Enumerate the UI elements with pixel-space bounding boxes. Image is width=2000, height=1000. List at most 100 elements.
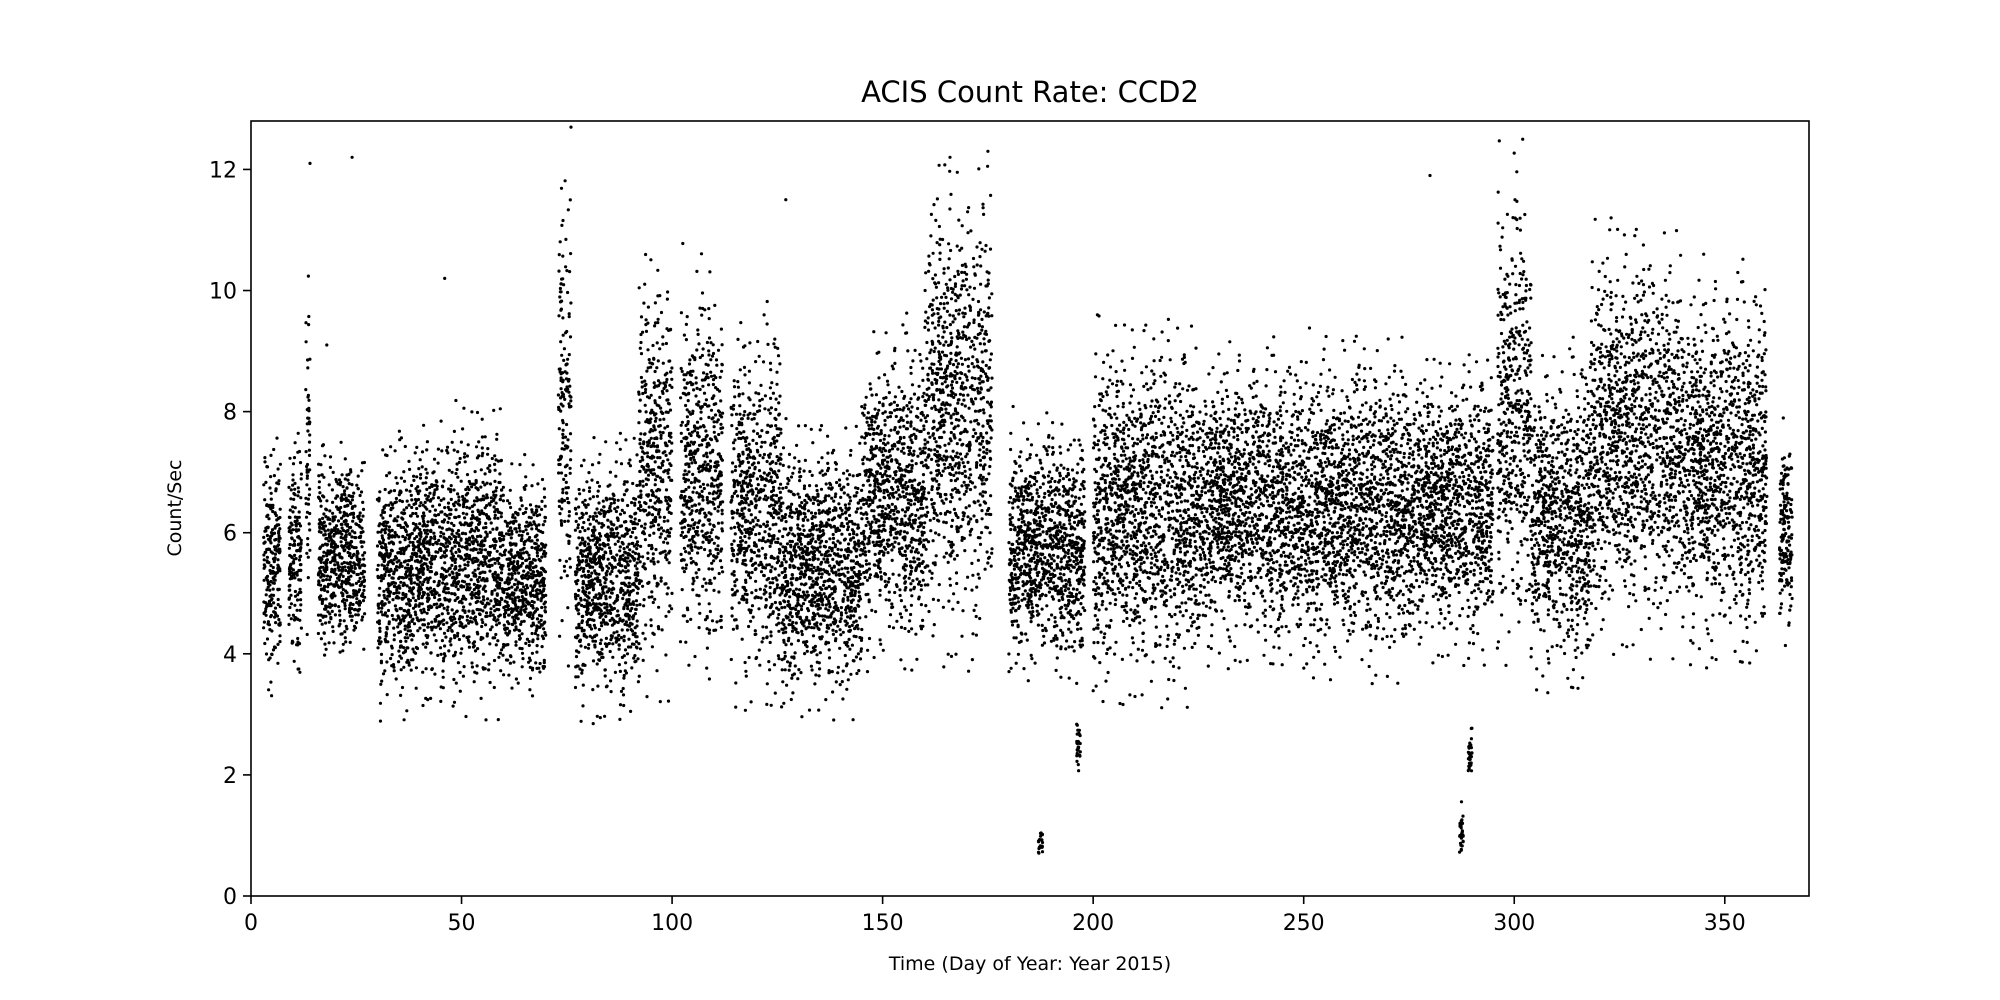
data-point: [336, 561, 340, 565]
data-point: [435, 480, 439, 484]
data-point: [692, 388, 696, 392]
data-point: [404, 639, 408, 643]
data-point: [581, 683, 585, 687]
data-point: [263, 529, 267, 533]
data-point: [622, 703, 626, 708]
data-point: [496, 573, 500, 577]
data-point: [642, 562, 646, 566]
data-point: [478, 520, 482, 525]
data-point: [330, 609, 334, 614]
data-point: [434, 639, 438, 643]
data-point: [664, 498, 668, 503]
data-point: [496, 516, 500, 520]
data-point: [603, 606, 607, 610]
data-point: [535, 569, 540, 573]
data-point: [559, 519, 563, 523]
data-point: [266, 513, 270, 517]
data-point: [701, 463, 706, 467]
data-point: [431, 504, 435, 508]
data-point: [644, 482, 649, 487]
data-point: [590, 571, 594, 575]
data-point: [345, 598, 349, 602]
data-point: [507, 567, 511, 572]
data-point: [394, 476, 398, 480]
data-point: [565, 491, 569, 495]
data-point: [397, 493, 401, 497]
data-point: [582, 488, 586, 492]
data-point: [707, 383, 711, 387]
data-point: [337, 508, 341, 512]
data-point: [630, 501, 634, 505]
data-point: [435, 521, 439, 525]
data-point: [504, 658, 509, 662]
data-point: [495, 623, 499, 627]
data-point: [609, 638, 613, 642]
data-point: [536, 482, 540, 486]
data-point: [461, 427, 465, 431]
data-point: [471, 645, 475, 649]
data-point: [430, 620, 434, 624]
data-point: [323, 524, 328, 528]
data-point: [376, 604, 380, 608]
data-point: [387, 594, 391, 598]
data-point: [706, 483, 710, 487]
data-point: [327, 539, 331, 543]
data-point: [542, 487, 547, 491]
data-point: [614, 509, 619, 514]
data-point: [381, 516, 385, 520]
data-point: [399, 580, 403, 584]
data-point: [432, 470, 436, 474]
data-point: [318, 526, 322, 530]
data-point: [415, 582, 419, 586]
data-point: [345, 522, 350, 527]
data-point: [297, 522, 301, 526]
data-point: [656, 487, 660, 492]
data-point: [493, 479, 497, 483]
data-point: [508, 488, 512, 492]
data-point: [695, 386, 699, 390]
data-point: [634, 585, 638, 589]
data-point: [272, 558, 276, 562]
data-point: [480, 417, 484, 421]
data-point: [417, 596, 421, 601]
data-point: [684, 454, 688, 458]
data-point: [696, 403, 700, 407]
data-point: [412, 502, 416, 506]
data-point: [357, 563, 361, 567]
data-point: [386, 608, 391, 613]
data-point: [604, 594, 608, 599]
data-point: [670, 441, 674, 445]
data-point: [625, 488, 629, 492]
data-point: [624, 527, 629, 531]
data-point: [451, 554, 456, 558]
data-point: [340, 526, 344, 530]
data-point: [430, 626, 434, 630]
data-point: [380, 528, 384, 532]
data-point: [701, 424, 706, 428]
data-point: [472, 574, 476, 578]
data-point: [660, 389, 665, 393]
data-point: [391, 506, 395, 510]
data-point: [559, 340, 563, 344]
data-point: [406, 658, 410, 662]
data-point: [477, 440, 481, 444]
data-point: [430, 592, 434, 597]
data-point: [574, 512, 579, 516]
data-point: [540, 596, 544, 600]
data-point: [336, 528, 340, 532]
data-point: [630, 541, 634, 546]
data-point: [377, 642, 381, 646]
data-point: [643, 403, 647, 407]
data-point: [265, 465, 270, 469]
data-point: [475, 607, 479, 612]
data-point: [273, 646, 277, 650]
data-point: [486, 452, 490, 456]
data-point: [604, 577, 608, 581]
data-point: [428, 485, 432, 490]
data-point: [267, 688, 271, 692]
data-point: [663, 426, 667, 430]
data-point: [637, 286, 641, 290]
data-point: [505, 627, 509, 631]
data-point: [385, 693, 389, 697]
data-point: [474, 478, 478, 483]
